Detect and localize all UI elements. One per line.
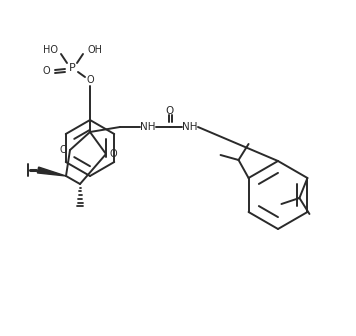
Text: NH: NH xyxy=(182,122,198,132)
Text: P: P xyxy=(69,63,75,73)
Text: O: O xyxy=(166,106,174,116)
Polygon shape xyxy=(37,167,66,176)
Text: NH: NH xyxy=(140,122,156,132)
Text: O: O xyxy=(42,66,50,76)
Text: OH: OH xyxy=(88,45,103,55)
Text: O: O xyxy=(109,149,117,159)
Text: HO: HO xyxy=(43,45,58,55)
Text: O: O xyxy=(59,145,67,155)
Text: O: O xyxy=(86,75,94,85)
